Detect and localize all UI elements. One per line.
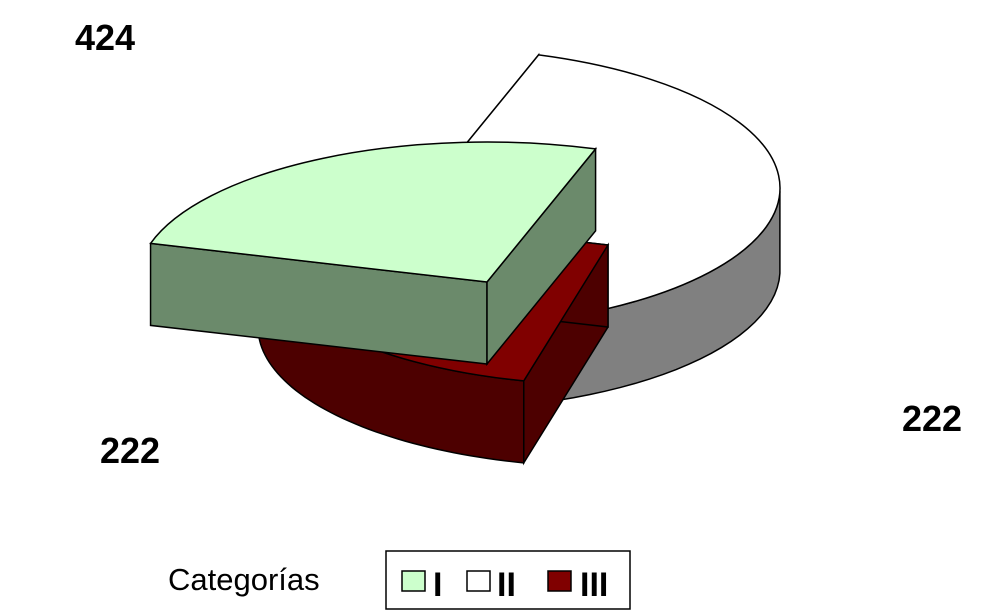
legend-swatch-iii bbox=[547, 570, 572, 592]
legend-swatch-i bbox=[401, 570, 426, 592]
pie-slices bbox=[149, 52, 781, 466]
data-label-ii: 424 bbox=[75, 17, 135, 58]
slice-i bbox=[149, 141, 598, 367]
legend-swatch-ii bbox=[466, 570, 491, 592]
legend-label-iii: III bbox=[580, 566, 608, 604]
data-label-i: 222 bbox=[100, 430, 160, 471]
legend-box bbox=[385, 550, 631, 610]
legend-title: Categorías bbox=[168, 562, 320, 597]
legend-label-ii: II bbox=[497, 566, 516, 604]
legend-label-i: I bbox=[433, 566, 442, 604]
legend: Categorías I II III bbox=[168, 550, 631, 610]
slice-i-top bbox=[149, 141, 598, 283]
data-label-iii: 222 bbox=[902, 398, 962, 439]
